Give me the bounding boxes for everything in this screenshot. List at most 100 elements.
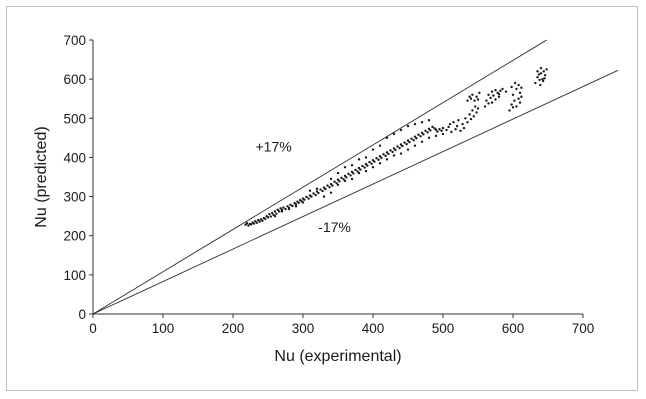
data-point [294,205,298,208]
data-point [273,210,277,213]
data-point [401,144,404,148]
data-point [294,203,298,206]
minus-17-annotation: -17% [318,219,351,235]
data-point [333,180,336,183]
data-point [291,204,294,208]
data-point [420,140,424,143]
data-point [255,221,258,224]
data-point [431,125,434,129]
data-point [441,126,445,130]
lower-bound-line [92,69,619,315]
data-point [399,143,403,146]
data-point [475,95,478,98]
data-point [399,128,403,132]
data-point [510,85,513,89]
data-point [336,183,340,187]
y-tick-label: 400 [63,150,86,165]
data-point [413,122,417,126]
data-point [356,170,359,173]
data-point [331,184,334,187]
data-point [378,144,382,147]
data-point [485,99,488,102]
data-point [297,201,300,205]
data-point [541,77,544,81]
data-point [537,73,541,76]
data-point [513,81,517,85]
data-point [385,151,389,154]
data-point [336,171,340,175]
data-point [275,212,278,215]
data-point [364,169,368,173]
data-point [398,146,401,150]
data-point [511,106,515,109]
data-point [471,109,474,112]
data-point [545,68,548,71]
data-point [278,210,281,213]
data-point [252,222,256,225]
data-point [474,105,477,108]
upper-bound-line [92,39,547,315]
x-axis-title: Nu (experimental) [274,348,401,365]
data-point [487,102,490,105]
data-point [494,88,497,92]
data-point [422,133,425,136]
data-point [342,178,345,181]
data-point [269,215,272,218]
data-point [257,218,260,222]
y-tick-label: 300 [63,190,86,205]
data-point [350,177,354,181]
data-point [538,78,541,82]
data-point [406,139,410,142]
data-point [438,128,441,131]
data-point [406,124,410,128]
data-point [361,164,364,168]
data-point [544,74,547,77]
data-point [258,220,261,223]
data-point [385,136,389,140]
data-point [366,164,369,167]
data-point [492,94,495,97]
x-tick-label: 200 [222,321,245,336]
data-point [469,117,473,121]
data-point [448,122,452,126]
data-point [490,90,494,93]
data-point [392,147,396,150]
data-point [515,105,518,108]
data-point [266,216,270,219]
data-point [466,121,469,124]
data-point [349,174,352,177]
data-point [268,212,271,216]
data-point [473,99,476,102]
data-point [264,217,267,221]
data-point [282,206,285,209]
data-point [368,160,371,164]
x-tick-label: 400 [362,321,385,336]
data-point [464,117,467,120]
data-point [487,93,490,97]
data-point [324,187,327,191]
data-point [413,144,417,147]
data-point [343,179,347,183]
data-point [471,93,474,97]
data-point [536,70,539,73]
x-tick-label: 700 [572,321,595,336]
data-point [499,89,502,93]
data-point [280,210,284,213]
data-point [354,168,357,172]
data-point [357,171,361,175]
data-point [310,195,313,198]
data-point [497,92,501,96]
data-point [436,130,439,133]
data-point [377,158,380,161]
data-point [539,66,543,70]
data-point [303,198,306,201]
data-point [501,87,504,91]
data-point [259,218,263,221]
y-tick-label: 100 [63,268,86,283]
data-point [343,166,347,169]
data-point [434,134,438,138]
data-point [497,95,501,98]
x-tick-label: 0 [89,321,97,336]
data-point [518,91,522,95]
